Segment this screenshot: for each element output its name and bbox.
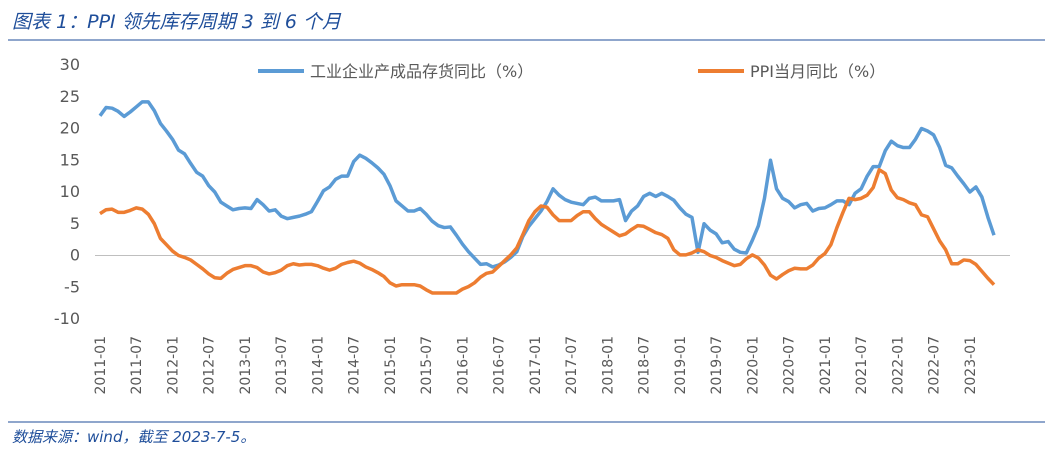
x-tick-label: 2015-07 bbox=[419, 336, 435, 395]
x-tick-label: 2016-01 bbox=[455, 336, 471, 395]
legend-label: 工业企业产成品存货同比（%） bbox=[310, 62, 533, 81]
x-tick-label: 2017-01 bbox=[528, 336, 544, 395]
x-tick-label: 2018-07 bbox=[637, 336, 653, 395]
y-tick-label: -5 bbox=[64, 277, 80, 296]
chart-title: 图表 1：PPI 领先库存周期 3 到 6 个月 bbox=[12, 11, 342, 33]
x-tick-label: 2020-07 bbox=[782, 336, 798, 395]
x-tick-label: 2022-07 bbox=[927, 336, 943, 395]
x-tick-label: 2014-01 bbox=[310, 336, 326, 395]
y-tick-label: -10 bbox=[54, 309, 80, 328]
x-tick-label: 2023-01 bbox=[963, 336, 979, 395]
x-tick-label: 2018-01 bbox=[600, 336, 616, 395]
y-tick-label: 0 bbox=[70, 246, 80, 265]
y-tick-label: 15 bbox=[60, 150, 80, 169]
series-line bbox=[99, 168, 996, 295]
series-line bbox=[98, 100, 996, 269]
x-tick-label: 2020-01 bbox=[745, 336, 761, 395]
x-tick-label: 2012-01 bbox=[165, 336, 181, 395]
x-tick-label: 2019-01 bbox=[673, 336, 689, 395]
y-tick-label: 25 bbox=[60, 87, 80, 106]
y-tick-label: 30 bbox=[60, 55, 80, 74]
y-tick-label: 10 bbox=[60, 182, 80, 201]
y-tick-label: 5 bbox=[70, 214, 80, 233]
x-tick-label: 2015-01 bbox=[383, 336, 399, 395]
x-tick-label: 2019-07 bbox=[709, 336, 725, 395]
x-tick-label: 2014-07 bbox=[347, 336, 363, 395]
legend-label: PPI当月同比（%） bbox=[750, 62, 885, 81]
x-tick-label: 2011-07 bbox=[129, 336, 145, 395]
x-tick-label: 2016-07 bbox=[492, 336, 508, 395]
source-note: 数据来源：wind，截至 2023-7-5。 bbox=[12, 428, 255, 446]
x-tick-label: 2022-01 bbox=[890, 336, 906, 395]
y-tick-label: 20 bbox=[60, 119, 80, 138]
x-tick-label: 2013-07 bbox=[274, 336, 290, 395]
x-tick-label: 2013-01 bbox=[238, 336, 254, 395]
x-tick-label: 2012-07 bbox=[202, 336, 218, 395]
x-tick-label: 2011-01 bbox=[93, 336, 109, 395]
x-tick-label: 2021-01 bbox=[818, 336, 834, 395]
x-tick-label: 2017-07 bbox=[564, 336, 580, 395]
x-tick-label: 2021-07 bbox=[854, 336, 870, 395]
